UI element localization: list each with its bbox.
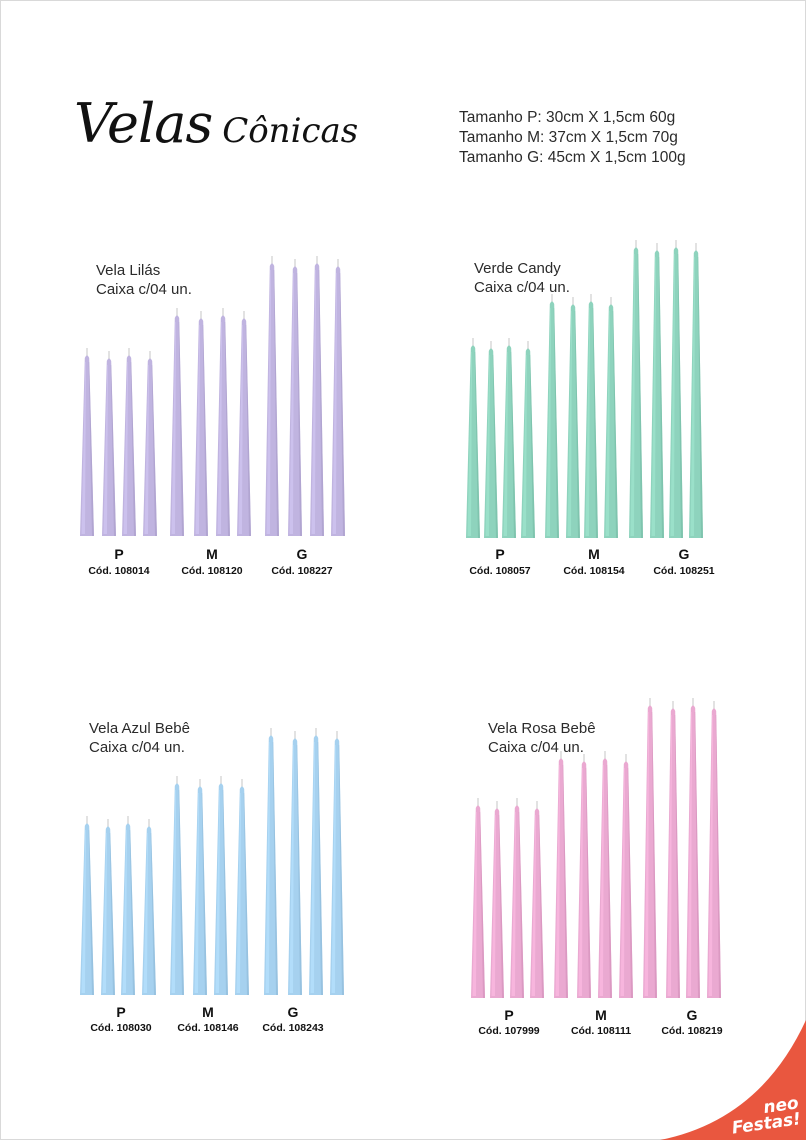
group-code-m: Cód. 108154: [563, 565, 625, 577]
candle-g: [666, 701, 680, 998]
candle-g: [707, 701, 721, 998]
group-size-m: M: [588, 546, 600, 562]
product-box: Caixa c/04 un.: [488, 739, 584, 756]
candle-m: [598, 751, 612, 998]
candle-p: [466, 338, 480, 538]
candle-m: [584, 294, 598, 538]
candle-p: [490, 801, 504, 998]
product-box: Caixa c/04 un.: [474, 279, 570, 296]
product-box: Caixa c/04 un.: [96, 281, 192, 298]
product-label-verde: Verde Candy Caixa c/04 un.: [474, 259, 570, 297]
brand-swoosh: [660, 1020, 806, 1140]
candle-g: [330, 731, 344, 995]
size-spec-p: Tamanho P: 30cm X 1,5cm 60g: [459, 109, 676, 126]
size-spec-g: Tamanho G: 45cm X 1,5cm 100g: [459, 149, 686, 166]
group-size-g: G: [287, 1004, 299, 1020]
group-size-g: G: [678, 546, 690, 562]
candle-m: [545, 294, 559, 538]
product-name: Vela Rosa Bebê: [488, 720, 596, 737]
candle-p: [484, 341, 498, 538]
candle-g: [669, 240, 683, 538]
candle-p: [142, 819, 156, 995]
group-size-g: G: [686, 1007, 698, 1023]
product-name: Vela Lilás: [96, 262, 161, 279]
group-size-g: G: [296, 546, 308, 562]
candle-p: [80, 816, 94, 995]
size-spec-m: Tamanho M: 37cm X 1,5cm 70g: [459, 129, 678, 146]
candle-m: [619, 754, 633, 998]
candle-m: [170, 308, 184, 536]
candle-p: [102, 351, 116, 536]
product-name: Verde Candy: [474, 260, 561, 277]
candle-p: [101, 819, 115, 995]
product-name: Vela Azul Bebê: [89, 720, 190, 737]
candle-g: [686, 698, 700, 998]
title-word-velas: Velas: [74, 92, 213, 155]
product-label-rosa: Vela Rosa Bebê Caixa c/04 un.: [488, 719, 596, 757]
candle-p: [530, 801, 544, 998]
candle-p: [471, 798, 485, 998]
candle-g: [264, 728, 278, 995]
group-size-m: M: [595, 1007, 607, 1023]
candle-p: [521, 341, 535, 538]
title-word-conicas: Cônicas: [222, 111, 359, 151]
product-box: Caixa c/04 un.: [89, 739, 185, 756]
group-code-g: Cód. 108251: [653, 565, 715, 577]
candle-g: [331, 259, 345, 536]
group-code-g: Cód. 108243: [262, 1022, 324, 1034]
product-label-azul: Vela Azul Bebê Caixa c/04 un.: [89, 719, 190, 757]
candle-m: [577, 754, 591, 998]
candle-g: [310, 256, 324, 536]
candle-p: [510, 798, 524, 998]
size-specs: Tamanho P: 30cm X 1,5cm 60g Tamanho M: 3…: [459, 108, 686, 168]
group-code-g: Cód. 108227: [271, 565, 333, 577]
group-code-m: Cód. 108120: [181, 565, 243, 577]
group-code-p: Cód. 107999: [478, 1025, 540, 1037]
candle-g: [288, 731, 302, 995]
group-size-m: M: [202, 1004, 214, 1020]
candle-g: [265, 256, 279, 536]
candle-m: [554, 751, 568, 998]
candle-g: [309, 728, 323, 995]
group-code-p: Cód. 108057: [469, 565, 531, 577]
candle-p: [122, 348, 136, 536]
candle-p: [121, 816, 135, 995]
page-title: Velas Cônicas: [74, 92, 358, 155]
candle-g: [650, 243, 664, 538]
candle-g: [288, 259, 302, 536]
candle-p: [143, 351, 157, 536]
group-size-p: P: [504, 1007, 514, 1023]
group-code-m: Cód. 108146: [177, 1022, 239, 1034]
candle-m: [235, 779, 249, 995]
candle-p: [502, 338, 516, 538]
group-size-p: P: [495, 546, 505, 562]
group-code-p: Cód. 108030: [90, 1022, 152, 1034]
candle-p: [80, 348, 94, 536]
candle-g: [629, 240, 643, 538]
candle-m: [237, 311, 251, 536]
candle-m: [214, 776, 228, 995]
brand-logo: neo Festas!: [660, 1020, 806, 1140]
product-label-lilas: Vela Lilás Caixa c/04 un.: [96, 261, 192, 299]
candle-m: [193, 779, 207, 995]
group-size-m: M: [206, 546, 218, 562]
group-code-g: Cód. 108219: [661, 1025, 723, 1037]
group-size-p: P: [116, 1004, 126, 1020]
candle-m: [604, 297, 618, 538]
group-code-m: Cód. 108111: [570, 1025, 632, 1037]
candle-m: [216, 308, 230, 536]
candle-m: [566, 297, 580, 538]
candle-g: [643, 698, 657, 998]
group-size-p: P: [114, 546, 124, 562]
candle-m: [170, 776, 184, 995]
candle-g: [689, 243, 703, 538]
group-code-p: Cód. 108014: [88, 565, 150, 577]
candle-m: [194, 311, 208, 536]
